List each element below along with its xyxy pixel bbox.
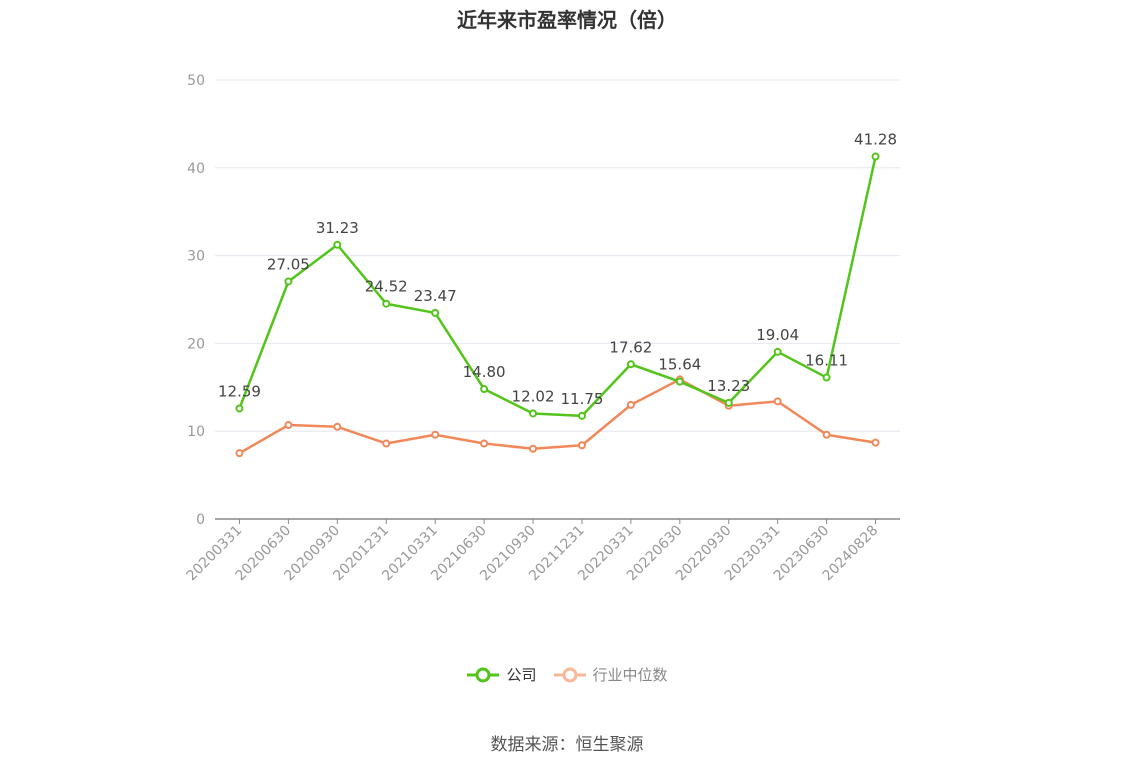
data-point	[529, 444, 538, 453]
data-point	[431, 308, 440, 317]
data-label: 23.47	[414, 287, 457, 305]
data-point	[626, 400, 635, 409]
y-tick-label: 50	[187, 73, 205, 89]
data-point	[724, 398, 733, 407]
y-tick-label: 20	[187, 336, 205, 352]
legend-label-company: 公司	[506, 666, 537, 684]
data-point	[675, 377, 684, 386]
data-label: 41.28	[854, 131, 897, 149]
y-tick-label: 0	[196, 512, 205, 528]
data-point	[382, 299, 391, 308]
data-point	[235, 404, 244, 413]
data-point	[284, 277, 293, 286]
data-point	[822, 430, 831, 439]
y-tick-label: 40	[187, 161, 205, 177]
data-point	[235, 449, 244, 458]
legend-line-circle-icon	[467, 667, 500, 682]
legend-line-circle-icon	[553, 667, 586, 682]
data-point	[333, 240, 342, 249]
data-label: 16.11	[805, 352, 848, 370]
data-point	[822, 373, 831, 382]
series-line-0	[238, 156, 877, 418]
chart-title: 近年来市盈率情况（倍）	[457, 8, 677, 32]
data-label: 11.75	[560, 390, 603, 408]
legend-item-company[interactable]: 公司	[466, 664, 537, 685]
series-line-1	[238, 378, 876, 455]
data-label: 15.64	[658, 356, 701, 374]
data-label: 13.23	[707, 377, 750, 395]
data-label: 17.62	[609, 338, 652, 356]
legend-item-industry-median[interactable]: 行业中位数	[553, 664, 668, 685]
data-point	[284, 421, 293, 430]
data-point	[333, 422, 342, 431]
data-label: 14.80	[463, 363, 506, 381]
legend: 公司 行业中位数	[0, 664, 1134, 685]
data-point	[382, 439, 391, 448]
data-point	[480, 439, 489, 448]
data-point	[871, 152, 880, 161]
data-point	[529, 409, 538, 418]
data-labels: 12.59 27.05 31.23 24.52 23.47 14.80 12.02 11.75…	[218, 131, 897, 408]
data-point	[773, 397, 782, 406]
data-label: 27.05	[267, 256, 310, 274]
data-point	[773, 347, 782, 356]
grid-lines	[215, 79, 900, 432]
data-point	[626, 360, 635, 369]
data-label: 12.59	[218, 382, 261, 400]
data-point	[431, 430, 440, 439]
data-label: 24.52	[365, 278, 408, 296]
legend-label-industry-median: 行业中位数	[592, 666, 668, 684]
y-tick-label: 10	[187, 424, 205, 440]
data-label: 19.04	[756, 326, 799, 344]
series-lines	[235, 152, 880, 458]
data-point	[577, 441, 586, 450]
data-point	[480, 385, 489, 394]
data-label: 31.23	[316, 219, 359, 237]
data-point	[577, 411, 586, 420]
data-point	[871, 438, 880, 447]
data-source: 数据来源：恒生聚源	[490, 735, 644, 755]
y-tick-label: 30	[187, 249, 205, 265]
data-label: 12.02	[512, 387, 555, 405]
